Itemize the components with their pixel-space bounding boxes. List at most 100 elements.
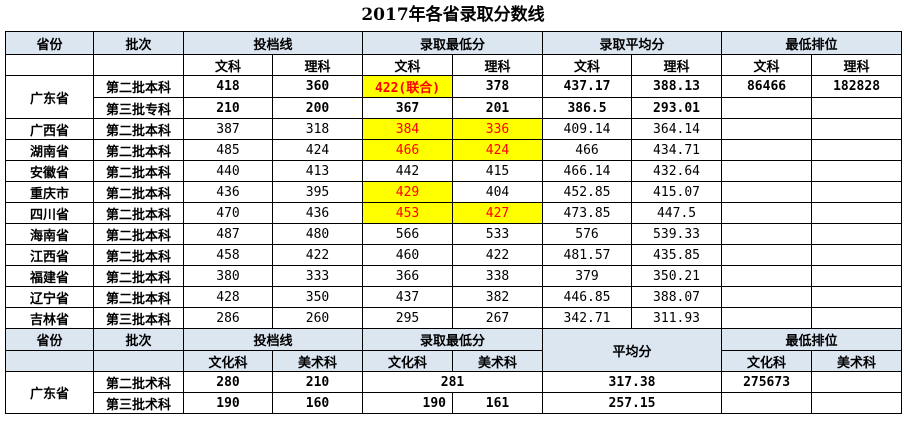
avg-li: 435.85 [631, 244, 723, 266]
td-wen: 286 [183, 307, 273, 329]
avg-wen: 466 [542, 139, 633, 161]
rank-wen [721, 286, 813, 308]
min-li: 201 [452, 97, 544, 119]
table-row: 江西省 第二批本科 458 422 460 422 481.57 435.85 [5, 244, 903, 266]
art-sub-culture: 文化科 [362, 350, 454, 372]
art-subheader-empty [93, 350, 184, 372]
td-li: 413 [271, 160, 364, 182]
min-li: 404 [452, 181, 544, 203]
province-cell: 广东省 [5, 371, 94, 414]
toudang-wen: 418 [183, 75, 273, 98]
province-cell: 广东省 [5, 75, 94, 119]
batch-cell: 第二批本科 [93, 139, 184, 161]
min-li: 415 [452, 160, 544, 182]
table-row: 第三批专科 210 200 367 201 386.5 293.01 [6, 97, 903, 119]
rank-art [811, 371, 903, 393]
header-min-score: 录取最低分 [362, 31, 544, 55]
rank-wen [721, 307, 813, 329]
avg-wen: 481.57 [542, 244, 633, 266]
td-li: 436 [271, 202, 364, 224]
toudang-culture: 280 [183, 371, 273, 393]
header-batch: 批次 [93, 31, 184, 55]
batch-cell: 第三批术科 [93, 392, 184, 414]
batch-cell: 第三批专科 [93, 97, 184, 119]
toudang-wen: 210 [183, 97, 273, 119]
province-cell: 四川省 [5, 202, 94, 224]
td-wen: 487 [183, 223, 273, 245]
subheader-li: 理科 [811, 54, 903, 76]
art-subheader-empty [5, 350, 94, 372]
table-row: 福建省 第二批本科 380 333 366 338 379 350.21 [5, 265, 903, 287]
toudang-art: 210 [271, 371, 364, 393]
td-wen: 380 [183, 265, 273, 287]
avg-li: 539.33 [631, 223, 723, 245]
rank-wen [721, 265, 813, 287]
subheader-li: 理科 [271, 54, 364, 76]
avg-li: 311.93 [631, 307, 723, 329]
rank-li [811, 160, 903, 182]
td-li: 424 [271, 139, 364, 161]
rank-li [811, 202, 903, 224]
min-wen: 366 [362, 265, 454, 287]
art-header-batch: 批次 [93, 328, 184, 351]
avg-wen: 452.85 [542, 181, 633, 203]
avg-li: 293.01 [631, 97, 723, 119]
min-li: 267 [452, 307, 544, 329]
table-row: 安徽省 第二批本科 440 413 442 415 466.14 432.64 [5, 160, 903, 182]
header-toudang: 投档线 [182, 31, 364, 55]
avg-wen: 473.85 [542, 202, 633, 224]
batch-cell: 第二批本科 [93, 160, 184, 182]
province-cell: 辽宁省 [5, 286, 94, 308]
rank-wen [721, 139, 813, 161]
avg-li: 350.21 [631, 265, 723, 287]
score-table: 省份 批次 投档线 录取最低分 录取平均分 最低排位 文科 理科 文科 理科 文… [5, 31, 903, 414]
avg-wen: 386.5 [542, 97, 633, 119]
avg-score: 317.38 [542, 371, 723, 393]
td-wen: 436 [183, 181, 273, 203]
batch-cell: 第二批本科 [93, 223, 184, 245]
avg-li: 388.13 [631, 75, 723, 98]
art-header-min-rank: 最低排位 [721, 328, 903, 351]
page-title: 2017年各省录取分数线 [361, 5, 545, 25]
batch-cell: 第三批本科 [93, 307, 184, 329]
batch-cell: 第二批本科 [93, 75, 184, 98]
art-header-row: 省份 批次 投档线 录取最低分 平均分 最低排位 [5, 328, 903, 372]
batch-cell: 第二批本科 [93, 202, 184, 224]
art-sub-culture: 文化科 [721, 350, 813, 372]
min-wen: 460 [362, 244, 454, 266]
batch-cell: 第二批本科 [93, 118, 184, 140]
batch-cell: 第二批本科 [93, 181, 184, 203]
min-li: 378 [452, 75, 544, 98]
subheader-wen: 文科 [183, 54, 273, 76]
batch-cell: 第二批术科 [93, 371, 184, 393]
province-cell: 福建省 [5, 265, 94, 287]
td-wen: 458 [183, 244, 273, 266]
art-sub-art: 美术科 [452, 350, 544, 372]
rank-wen [721, 244, 813, 266]
td-wen: 428 [183, 286, 273, 308]
td-wen: 387 [183, 118, 273, 140]
avg-wen: 576 [542, 223, 633, 245]
art-header-toudang: 投档线 [182, 328, 364, 351]
avg-li: 432.64 [631, 160, 723, 182]
art-header-min-score: 录取最低分 [362, 328, 544, 351]
header-min-rank: 最低排位 [721, 31, 903, 55]
min-li: 533 [452, 223, 544, 245]
rank-li [811, 286, 903, 308]
rank-art [811, 392, 903, 414]
avg-li: 364.14 [631, 118, 723, 140]
table-row: 海南省 第二批本科 487 480 566 533 576 539.33 [5, 223, 903, 245]
rank-li [811, 265, 903, 287]
toudang-li: 360 [271, 75, 364, 98]
table-row: 第三批术科 190 160 190 161 257.15 [6, 392, 903, 414]
avg-wen: 466.14 [542, 160, 633, 182]
table-row: 重庆市 第二批本科 436 395 429 404 452.85 415.07 [5, 181, 903, 203]
subheader-wen: 文科 [362, 54, 454, 76]
min-li: 338 [452, 265, 544, 287]
table-row: 湖南省 第二批本科 485 424 466 424 466 434.71 [5, 139, 903, 161]
avg-wen: 437.17 [542, 75, 633, 98]
td-li: 350 [271, 286, 364, 308]
toudang-li: 200 [271, 97, 364, 119]
rank-li [811, 223, 903, 245]
min-wen: 295 [362, 307, 454, 329]
